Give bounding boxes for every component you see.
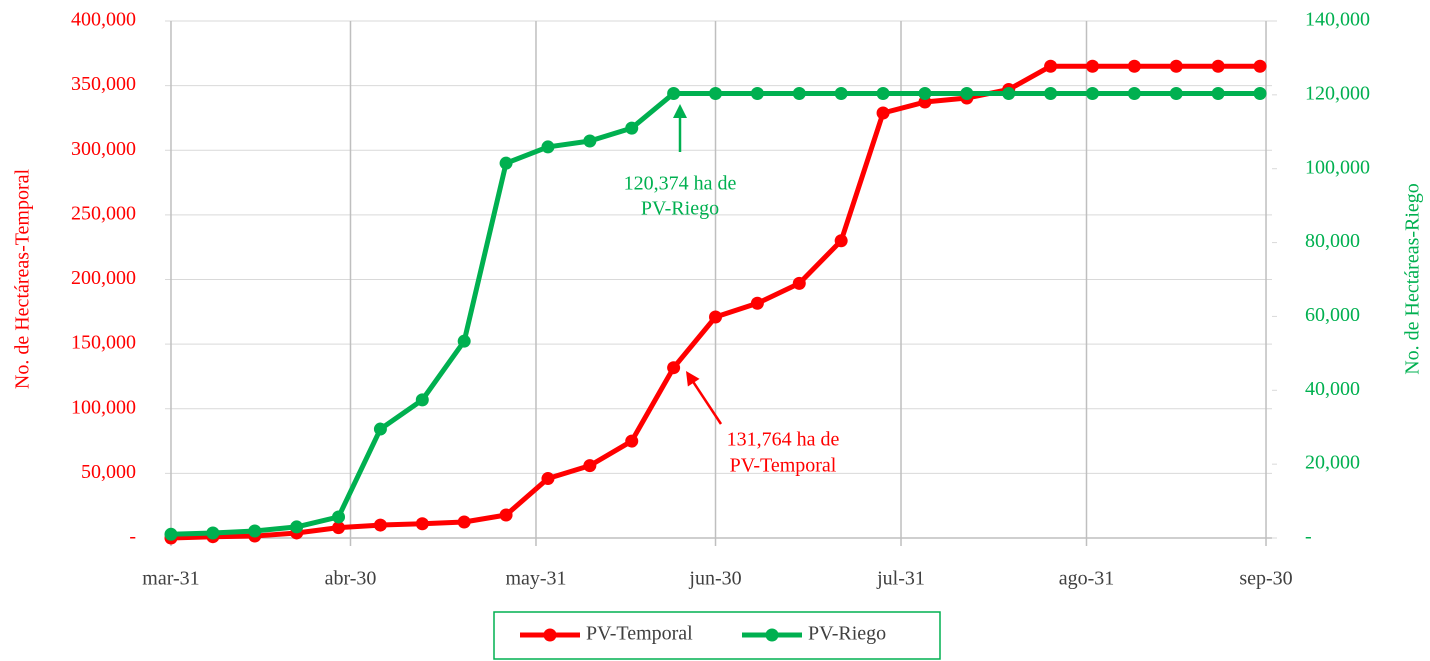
marker (750, 86, 764, 100)
marker (1169, 59, 1183, 73)
marker (876, 106, 890, 120)
marker (834, 86, 848, 100)
x-tick-label: abr-30 (325, 568, 377, 590)
marker (876, 86, 890, 100)
y-tick-label: 50,000 (81, 461, 136, 483)
y-tick-label: 200,000 (71, 267, 136, 289)
marker (1085, 59, 1099, 73)
legend-label: PV-Riego (808, 623, 886, 645)
marker (918, 86, 932, 100)
y2-tick-label: 100,000 (1305, 156, 1370, 178)
marker (583, 134, 597, 148)
marker (457, 334, 471, 348)
marker (373, 422, 387, 436)
marker (709, 310, 723, 324)
marker (709, 86, 723, 100)
marker (1169, 86, 1183, 100)
annotation-arrow (689, 376, 723, 425)
annotation-text: PV-Riego (641, 198, 719, 220)
marker (1253, 86, 1267, 100)
marker (1211, 86, 1225, 100)
marker (583, 459, 597, 473)
marker (792, 276, 806, 290)
y-tick-label: 350,000 (71, 73, 136, 95)
annotation-arrowhead (686, 371, 700, 387)
legend-label: PV-Temporal (586, 623, 693, 645)
marker (1253, 59, 1267, 73)
y-tick-label: 250,000 (71, 202, 136, 224)
annotation-arrowhead (673, 104, 687, 118)
marker (1127, 59, 1141, 73)
marker (332, 521, 346, 535)
x-tick-label: mar-31 (142, 568, 199, 590)
marker (834, 234, 848, 248)
y2-tick-label: 20,000 (1305, 452, 1360, 474)
marker (1044, 86, 1058, 100)
marker (541, 472, 555, 486)
y-tick-label: 400,000 (71, 9, 136, 31)
marker (290, 520, 304, 534)
y2-tick-label: 140,000 (1305, 9, 1370, 31)
x-tick-label: may-31 (505, 568, 566, 590)
marker (750, 296, 764, 310)
marker (1002, 86, 1016, 100)
marker (667, 86, 681, 100)
y2-tick-label: 60,000 (1305, 304, 1360, 326)
annotation-text: PV-Temporal (730, 455, 837, 477)
y-tick-label: - (129, 526, 136, 548)
x-tick-label: sep-30 (1239, 568, 1292, 590)
annotation-text: 131,764 ha de (727, 429, 840, 451)
marker (960, 86, 974, 100)
marker (625, 434, 639, 448)
y2-tick-label: - (1305, 526, 1312, 548)
marker (1211, 59, 1225, 73)
marker (1085, 86, 1099, 100)
marker (415, 517, 429, 531)
y2-axis-title: No. de Hectáreas-Riego (1402, 183, 1424, 375)
y-tick-label: 300,000 (71, 138, 136, 160)
y2-tick-label: 80,000 (1305, 230, 1360, 252)
y2-tick-label: 40,000 (1305, 378, 1360, 400)
y-tick-label: 100,000 (71, 396, 136, 418)
marker (457, 515, 471, 529)
marker (1044, 59, 1058, 73)
marker (164, 527, 178, 541)
legend-marker (543, 628, 557, 642)
marker (667, 361, 681, 375)
marker (792, 86, 806, 100)
marker (206, 526, 220, 540)
marker (248, 524, 262, 538)
marker (332, 510, 346, 524)
x-tick-label: jun-30 (688, 568, 741, 590)
annotation-text: 120,374 ha de (624, 173, 737, 195)
marker (373, 518, 387, 532)
legend-box (493, 611, 941, 660)
marker (1127, 86, 1141, 100)
y-axis-title: No. de Hectáreas-Temporal (12, 168, 34, 389)
marker (541, 140, 555, 154)
y2-tick-label: 120,000 (1305, 82, 1370, 104)
marker (499, 156, 513, 170)
marker (415, 393, 429, 407)
x-tick-label: ago-31 (1059, 568, 1115, 590)
x-tick-label: jul-31 (876, 568, 925, 590)
marker (625, 121, 639, 135)
marker (499, 508, 513, 522)
y-tick-label: 150,000 (71, 332, 136, 354)
legend-marker (765, 628, 779, 642)
